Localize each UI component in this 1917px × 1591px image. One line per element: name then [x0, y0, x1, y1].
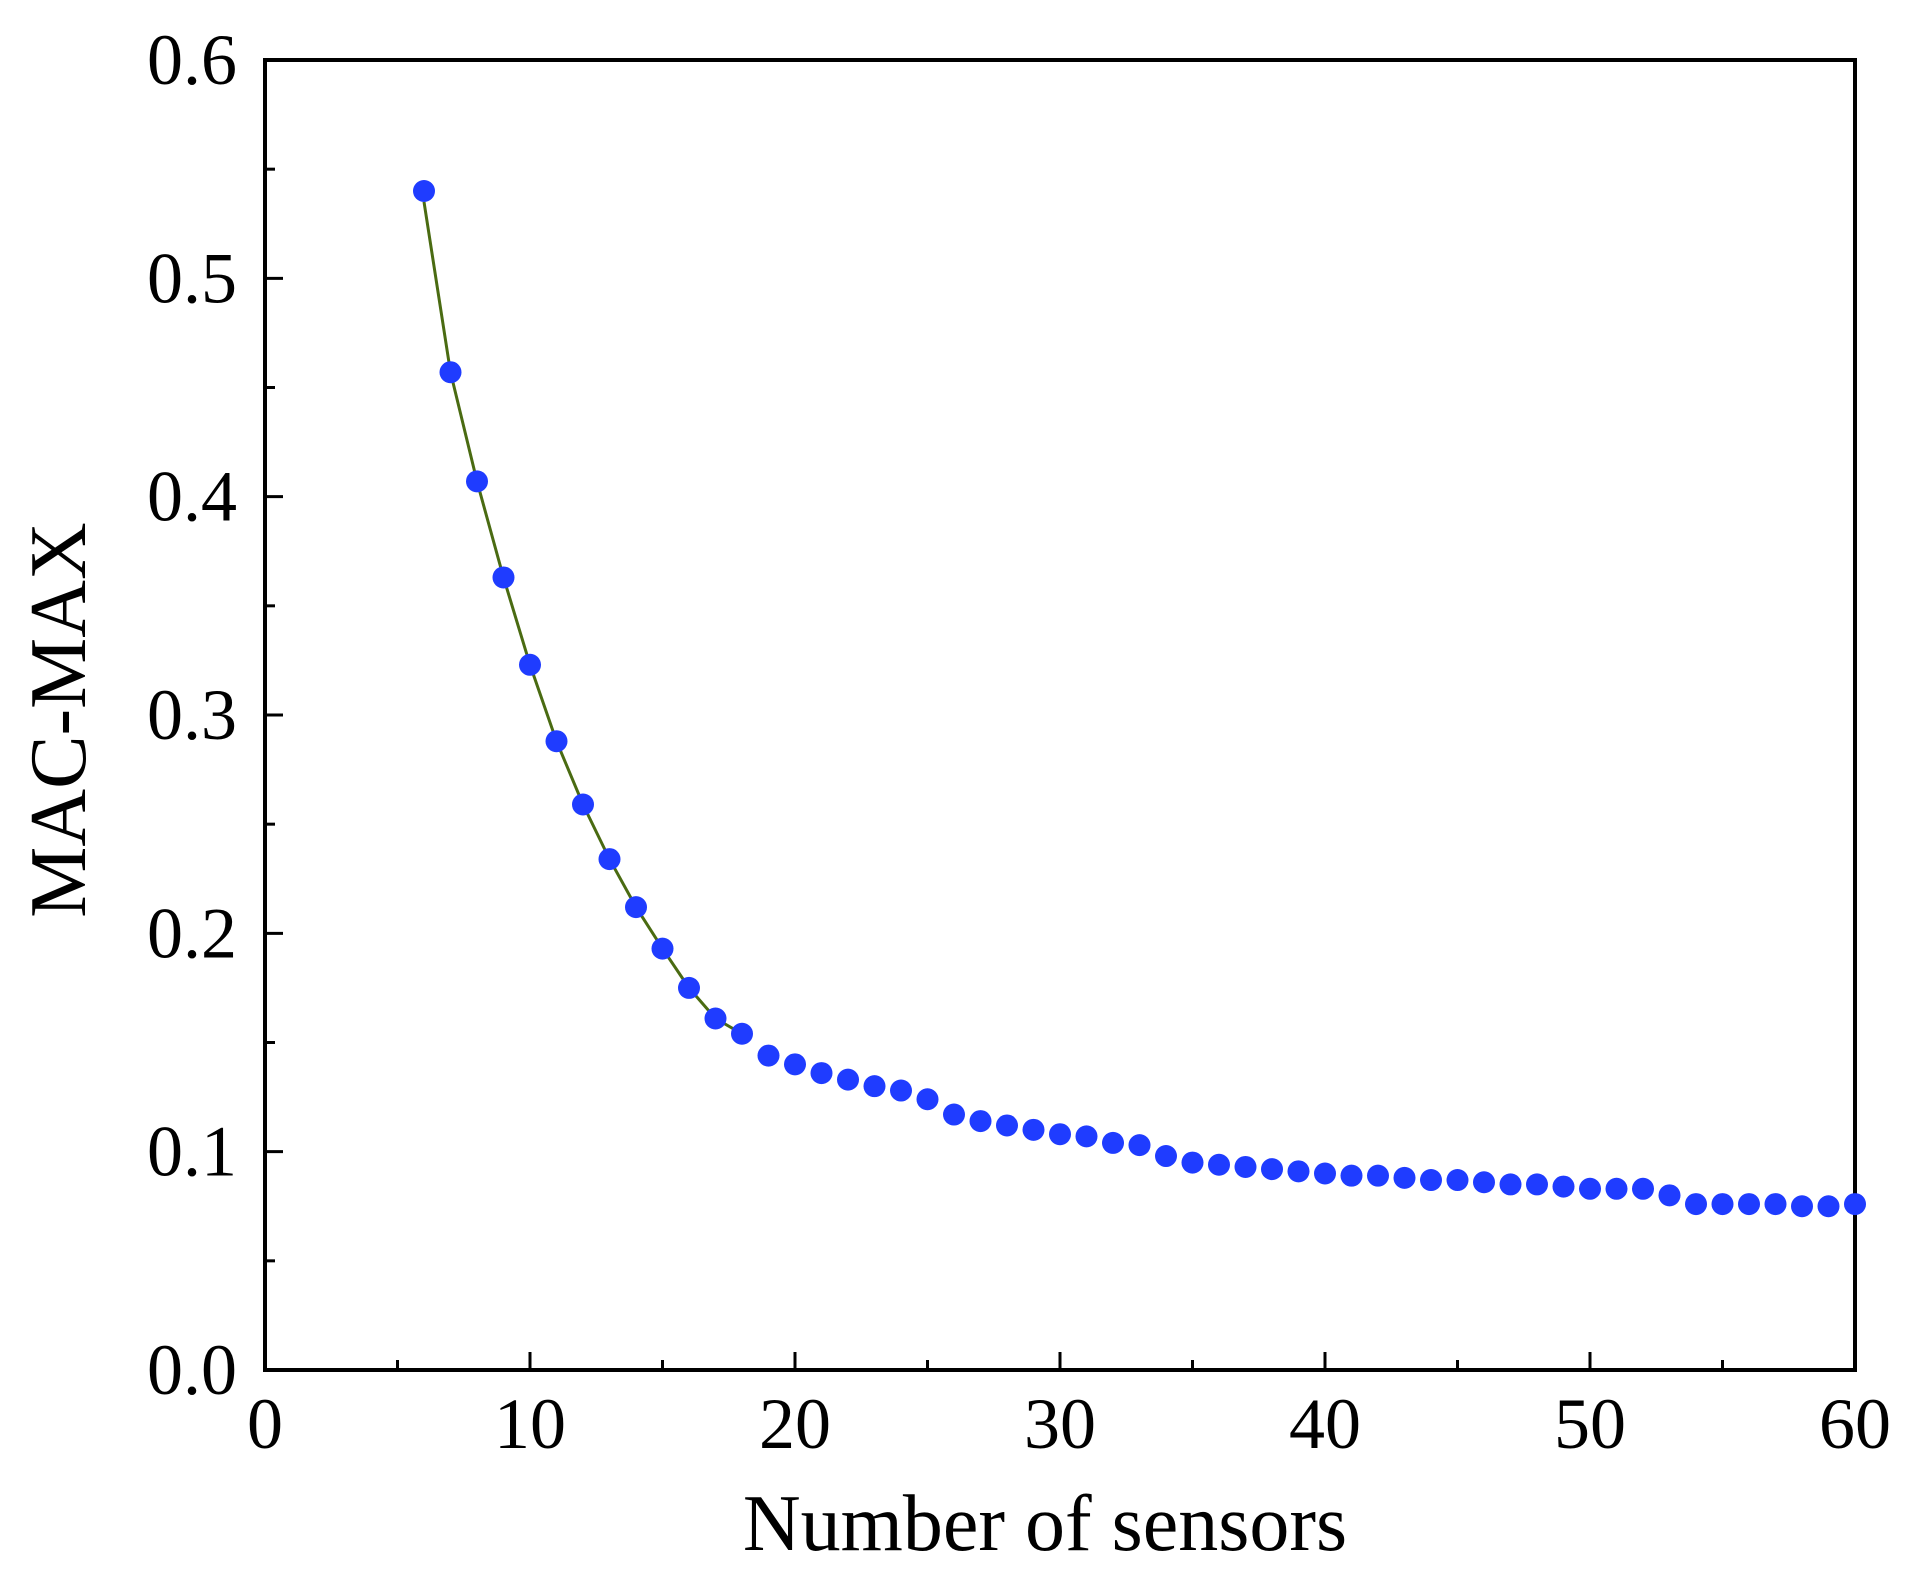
data-point [1711, 1193, 1734, 1216]
x-tick-label: 0 [247, 1384, 283, 1464]
y-tick-label: 0.1 [147, 1112, 237, 1192]
data-point [466, 470, 488, 493]
data-point [1181, 1151, 1204, 1174]
data-point [413, 180, 435, 202]
data-point [1393, 1166, 1416, 1189]
plot-frame [263, 58, 1857, 1372]
data-point [1075, 1125, 1098, 1148]
data-point [757, 1044, 780, 1067]
data-point [1632, 1177, 1654, 1200]
data-point [1791, 1195, 1813, 1218]
data-point [1340, 1164, 1363, 1187]
data-point [1446, 1169, 1469, 1192]
y-axis-ticks: 0.0 0.1 0.2 0.3 0.4 0.5 0.6 [147, 20, 283, 1410]
x-tick-label: 60 [1819, 1384, 1891, 1464]
data-point [572, 793, 594, 816]
x-axis-title: Number of sensors [743, 1480, 1347, 1568]
data-point [863, 1075, 886, 1098]
x-tick-label: 40 [1289, 1384, 1361, 1464]
data-point [598, 848, 621, 871]
data-point [1314, 1162, 1336, 1185]
y-tick-label: 0.3 [147, 675, 237, 755]
data-point [1738, 1193, 1760, 1216]
y-tick-label: 0.5 [147, 238, 237, 318]
data-point [1102, 1131, 1124, 1154]
data-point [1844, 1193, 1866, 1216]
y-axis-title: MAC-MAX [15, 522, 103, 918]
data-point [625, 896, 647, 919]
y-tick-label: 0.0 [147, 1330, 237, 1410]
x-tick-label: 20 [759, 1384, 831, 1464]
plot-area [263, 58, 1857, 1372]
data-point [943, 1103, 965, 1126]
data-point [1420, 1169, 1442, 1192]
data-point [1526, 1173, 1548, 1196]
y-tick-label: 0.2 [147, 893, 237, 973]
data-points-layer [413, 180, 1866, 1218]
x-tick-label: 50 [1554, 1384, 1626, 1464]
data-point [1049, 1123, 1071, 1146]
data-point [1817, 1195, 1840, 1218]
data-point [837, 1068, 859, 1091]
data-point [1605, 1177, 1628, 1200]
y-tick-label: 0.6 [147, 20, 237, 100]
data-point [1367, 1164, 1389, 1187]
data-point [1552, 1175, 1575, 1198]
data-point [810, 1062, 833, 1085]
data-point [651, 937, 674, 960]
data-point [890, 1079, 912, 1102]
data-point [1261, 1158, 1283, 1181]
data-point [678, 976, 700, 999]
data-point [1234, 1155, 1257, 1178]
data-point [784, 1053, 806, 1076]
data-point [1473, 1171, 1495, 1194]
fit-line [422, 201, 743, 1036]
y-tick-label: 0.4 [147, 457, 237, 537]
data-point [1155, 1145, 1177, 1168]
data-point [492, 566, 515, 589]
data-point [1208, 1153, 1230, 1176]
x-tick-label: 30 [1024, 1384, 1096, 1464]
data-point [1287, 1160, 1310, 1183]
data-point [1022, 1118, 1045, 1141]
data-point [1579, 1177, 1601, 1200]
data-point [731, 1022, 753, 1045]
data-point [439, 361, 462, 384]
data-point [1499, 1173, 1522, 1196]
data-point [916, 1088, 939, 1111]
x-tick-label: 10 [494, 1384, 566, 1464]
data-point [545, 730, 568, 753]
data-point [519, 653, 541, 676]
data-point [1764, 1193, 1787, 1216]
data-point [1128, 1134, 1151, 1157]
data-point [1658, 1184, 1681, 1207]
fit-line-layer [422, 201, 743, 1036]
data-point [996, 1114, 1018, 1137]
data-point [969, 1110, 992, 1133]
data-point [1685, 1193, 1707, 1216]
x-axis-ticks: 0 10 20 30 40 50 60 [247, 1352, 1891, 1464]
data-point [704, 1007, 727, 1030]
